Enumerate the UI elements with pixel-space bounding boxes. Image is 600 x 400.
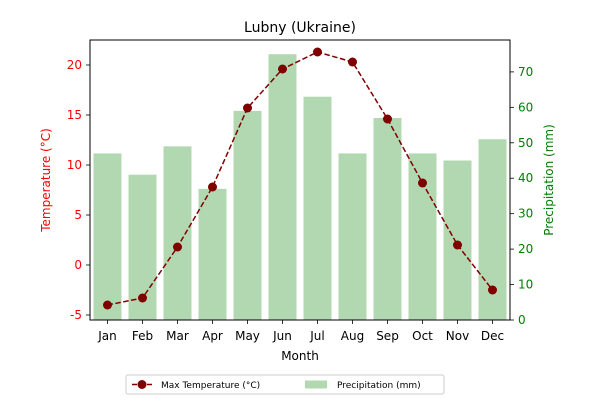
plot-frame xyxy=(89,39,511,321)
temperature-point xyxy=(383,114,392,124)
temperature-tick-label: 10 xyxy=(67,158,82,172)
temperature-point xyxy=(453,240,462,250)
temperature-point xyxy=(313,47,322,57)
precipitation-axis: 0 10 20 30 40 50 60 70 xyxy=(510,65,533,327)
x-tick-label: Aug xyxy=(341,329,364,343)
precip-bar xyxy=(268,54,297,320)
precip-bar xyxy=(303,96,332,320)
legend-temperature-marker xyxy=(137,380,147,389)
precipitation-tick-label: 50 xyxy=(518,136,533,150)
temperature-axis: -5 0 5 10 15 20 xyxy=(67,58,90,322)
x-tick-label: Sep xyxy=(376,329,399,343)
x-tick-label: Apr xyxy=(202,329,223,343)
x-tick-label: May xyxy=(235,329,260,343)
precip-bar xyxy=(408,153,437,320)
precipitation-tick-label: 40 xyxy=(518,171,533,185)
x-tick-label: Mar xyxy=(166,329,189,343)
precip-bar xyxy=(198,188,227,320)
x-axis-label: Month xyxy=(281,349,319,363)
precipitation-tick-label: 0 xyxy=(518,313,526,327)
precip-bar xyxy=(338,153,367,320)
temperature-point xyxy=(488,285,497,295)
precipitation-tick-label: 10 xyxy=(518,278,533,292)
x-tick-label: Feb xyxy=(132,329,153,343)
temperature-point xyxy=(208,182,217,192)
temperature-point xyxy=(103,300,112,310)
precip-bar xyxy=(443,160,472,320)
precip-bar xyxy=(373,117,402,320)
precip-bar xyxy=(233,110,262,320)
x-tick-label: Oct xyxy=(412,329,433,343)
x-tick-label: Nov xyxy=(446,329,469,343)
temperature-point xyxy=(418,178,427,188)
x-tick-label: Dec xyxy=(481,329,504,343)
temperature-point xyxy=(243,103,252,113)
x-axis: Jan Feb Mar Apr May Jun Jul Aug Sep Oct Nov Dec xyxy=(97,320,504,343)
temperature-tick-label: 20 xyxy=(67,58,82,72)
legend-precipitation-label: Precipitation (mm) xyxy=(337,381,421,391)
legend-frame xyxy=(125,374,445,395)
legend: Max Temperature (°C) Precipitation (mm) xyxy=(125,374,445,395)
temperature-line xyxy=(107,51,494,306)
legend-temperature-label: Max Temperature (°C) xyxy=(161,381,260,391)
precip-bar xyxy=(163,146,192,320)
temperature-point xyxy=(278,64,287,74)
precipitation-tick-label: 30 xyxy=(518,207,533,221)
temperature-tick-label: 5 xyxy=(74,208,82,222)
chart-title: Lubny (Ukraine) xyxy=(244,20,356,36)
precipitation-bars xyxy=(93,54,507,320)
precipitation-tick-label: 70 xyxy=(518,65,533,79)
temperature-series xyxy=(103,47,497,310)
temperature-tick-label: -5 xyxy=(70,308,82,322)
temperature-tick-label: 0 xyxy=(74,258,82,272)
precipitation-axis-label: Precipitation (mm) xyxy=(542,124,556,236)
precipitation-tick-label: 60 xyxy=(518,100,533,114)
x-tick-label: Jul xyxy=(309,329,324,343)
precipitation-tick-label: 20 xyxy=(518,242,533,256)
temperature-point xyxy=(173,242,182,252)
x-tick-label: Jun xyxy=(272,329,292,343)
x-tick-label: Jan xyxy=(97,329,117,343)
temperature-tick-label: 15 xyxy=(67,108,82,122)
legend-precipitation-swatch xyxy=(305,380,327,389)
temperature-axis-label: Temperature (°C) xyxy=(39,128,53,233)
precip-bar xyxy=(93,153,122,320)
temperature-point xyxy=(138,293,147,303)
temperature-point xyxy=(348,57,357,67)
